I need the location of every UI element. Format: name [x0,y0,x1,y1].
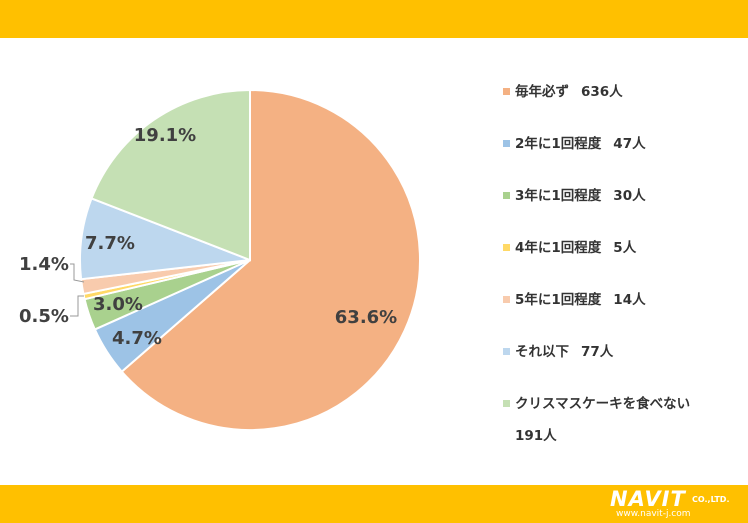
legend-label: 毎年必ず [515,84,569,100]
legend-label: クリスマスケーキを食べない [515,396,691,412]
leader-line-0-5 [70,295,84,317]
legend-item: 5年に1回程度 14人 [503,290,743,342]
logo-url: www.navit-j.com [616,509,691,519]
legend-count: 14人 [613,292,646,308]
legend-item: 3年に1回程度 30人 [503,186,743,238]
legend-swatch [503,192,510,199]
data-label: 4.7% [112,328,162,349]
legend-count: 191人 [515,428,557,444]
pie-chart: 63.6% 4.7% 3.0% 0.5% 1.4% 7.7% 19.1% [19,88,421,431]
legend-swatch [503,400,510,407]
logo-suffix: CO.,LTD. [692,495,730,504]
pie-slice [90,88,251,262]
legend-count: 636人 [581,84,623,100]
data-label: 7.7% [85,233,135,254]
legend-count: 47人 [613,136,646,152]
legend-item: クリスマスケーキを食べない 191人 [503,394,743,446]
legend-label: 3年に1回程度 [515,188,602,204]
data-label: 3.0% [93,294,143,315]
bottom-banner [0,485,748,523]
data-label: 1.4% [19,254,69,275]
company-logo: NAVIT CO.,LTD. www.navit-j.com [610,487,740,521]
legend-item: 毎年必ず 636人 [503,82,743,134]
legend-label: 4年に1回程度 [515,240,602,256]
legend-label: それ以下 [515,344,569,360]
pie-slice [120,88,421,431]
leader-line-1-4 [70,263,85,283]
top-banner [0,0,748,38]
legend-swatch [503,348,510,355]
legend-label: 2年に1回程度 [515,136,602,152]
data-label: 19.1% [134,125,196,146]
legend-item: それ以下 77人 [503,342,743,394]
legend-count: 77人 [581,344,614,360]
legend-item: 4年に1回程度 5人 [503,238,743,290]
legend: 毎年必ず 636人 2年に1回程度 47人 3年に1回程度 30人 4年に1回程度 5人… [503,82,743,446]
legend-swatch [503,88,510,95]
legend-count: 30人 [613,188,646,204]
data-label: 0.5% [19,306,69,327]
legend-swatch [503,140,510,147]
legend-count: 5人 [613,240,637,256]
data-label: 63.6% [335,307,397,328]
logo-name: NAVIT [610,487,686,511]
legend-swatch [503,296,510,303]
legend-label: 5年に1回程度 [515,292,602,308]
legend-swatch [503,244,510,251]
legend-item: 2年に1回程度 47人 [503,134,743,186]
